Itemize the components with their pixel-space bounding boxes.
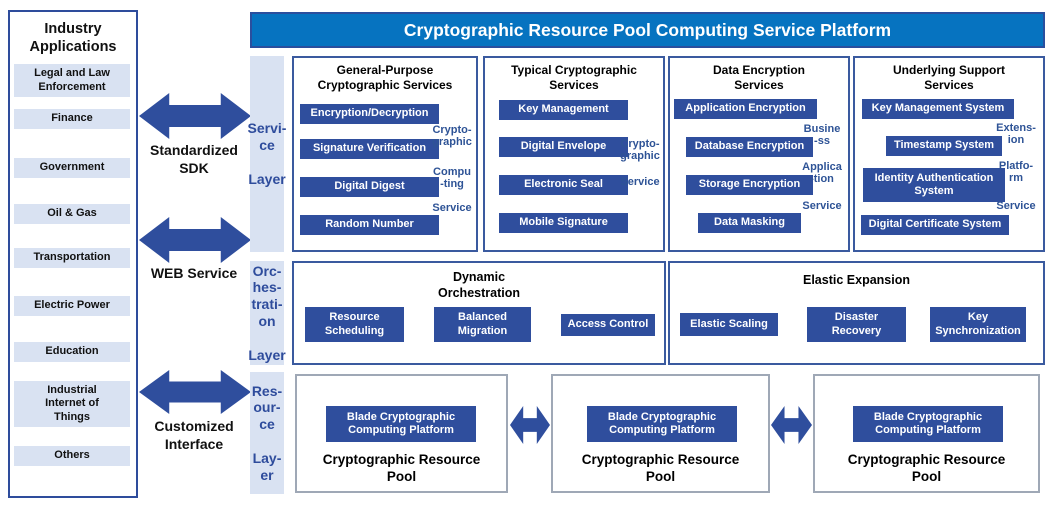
box-title: Elastic Expansion bbox=[803, 273, 910, 287]
blade-platform-button: Blade Cryptographic Computing Platform bbox=[587, 406, 737, 442]
data-encryption-services-box: Data Encryption Services Application Enc… bbox=[668, 56, 850, 252]
service-item: Storage Encryption bbox=[686, 175, 813, 195]
double-arrow-icon bbox=[139, 93, 251, 139]
service-item: Electronic Seal bbox=[499, 175, 628, 195]
industry-applications-title: Industry Applications bbox=[29, 21, 117, 56]
service-item: Database Encryption bbox=[686, 137, 813, 157]
cryptographic-resource-pool: Blade Cryptographic Computing Platform C… bbox=[295, 374, 508, 493]
industry-item-electric-power: Electric Power bbox=[14, 296, 130, 316]
underlying-support-services-box: Underlying Support Services Key Manageme… bbox=[853, 56, 1045, 252]
orchestration-item: Access Control bbox=[561, 314, 655, 336]
industry-item-others: Others bbox=[14, 446, 130, 466]
side-annotation: Platfo- rm bbox=[998, 160, 1034, 185]
industry-item-education: Education bbox=[14, 342, 130, 362]
pool-label: Cryptographic Resource Pool bbox=[581, 452, 740, 484]
typical-cryptographic-services-box: Typical Cryptographic Services Key Manag… bbox=[483, 56, 665, 252]
double-arrow-icon bbox=[771, 406, 812, 444]
orchestration-layer-label: Orc- hes- trati- on Layer bbox=[248, 261, 286, 365]
connector-label-web-service: WEB Service bbox=[150, 265, 238, 281]
industry-item-legal: Legal and Law Enforcement bbox=[14, 64, 130, 97]
double-arrow-icon bbox=[139, 217, 251, 263]
service-item: Key Management System bbox=[862, 99, 1014, 119]
cryptographic-resource-pool: Blade Cryptographic Computing Platform C… bbox=[551, 374, 770, 493]
service-item: Encryption/Decryption bbox=[300, 104, 439, 124]
service-item: Mobile Signature bbox=[499, 213, 628, 233]
service-item: Data Masking bbox=[698, 213, 801, 233]
industry-item-transportation: Transportation bbox=[14, 248, 130, 268]
industry-item-iiot: Industrial Internet of Things bbox=[14, 381, 130, 427]
service-item: Timestamp System bbox=[886, 136, 1002, 156]
side-annotation: Service bbox=[432, 202, 472, 214]
orchestration-item: Balanced Migration bbox=[434, 307, 531, 342]
side-annotation: Service bbox=[996, 200, 1036, 212]
service-item: Digital Certificate System bbox=[861, 215, 1009, 235]
orchestration-item: Elastic Scaling bbox=[680, 313, 778, 336]
pool-label: Cryptographic Resource Pool bbox=[847, 452, 1006, 484]
side-annotation: Applica -tion bbox=[802, 161, 842, 186]
orchestration-item: Resource Scheduling bbox=[305, 307, 404, 342]
industry-applications-panel: Industry Applications Legal and Law Enfo… bbox=[8, 10, 138, 498]
side-annotation: Service bbox=[802, 200, 842, 212]
box-title: General-Purpose Cryptographic Services bbox=[317, 63, 453, 92]
cryptographic-resource-pool: Blade Cryptographic Computing Platform C… bbox=[813, 374, 1040, 493]
elastic-expansion-box: Elastic Expansion Elastic Scaling Disast… bbox=[668, 261, 1045, 365]
platform-title-banner: Cryptographic Resource Pool Computing Se… bbox=[250, 12, 1045, 48]
service-item: Digital Digest bbox=[300, 177, 439, 197]
industry-item-government: Government bbox=[14, 158, 130, 178]
service-item: Key Management bbox=[499, 100, 628, 120]
pool-label: Cryptographic Resource Pool bbox=[322, 452, 481, 484]
service-item: Signature Verification bbox=[300, 139, 439, 159]
box-title: Data Encryption Services bbox=[712, 63, 805, 92]
general-purpose-services-box: General-Purpose Cryptographic Services E… bbox=[292, 56, 478, 252]
industry-item-oil-gas: Oil & Gas bbox=[14, 204, 130, 224]
double-arrow-icon bbox=[139, 370, 251, 414]
blade-platform-button: Blade Cryptographic Computing Platform bbox=[326, 406, 476, 442]
service-layer-label: Servi- ce Layer bbox=[248, 56, 286, 252]
orchestration-item: Key Synchronization bbox=[930, 307, 1026, 342]
side-annotation: Compu -ting bbox=[433, 166, 471, 191]
box-title: Dynamic Orchestration bbox=[438, 270, 520, 300]
service-item: Application Encryption bbox=[674, 99, 817, 119]
connector-label-sdk: Standardized SDK bbox=[150, 142, 238, 177]
side-annotation: Busine -ss bbox=[803, 123, 841, 148]
blade-platform-button: Blade Cryptographic Computing Platform bbox=[853, 406, 1003, 442]
side-annotation: Crypto- graphic bbox=[432, 124, 472, 149]
dynamic-orchestration-box: Dynamic Orchestration Resource Schedulin… bbox=[292, 261, 666, 365]
service-item: Digital Envelope bbox=[499, 137, 628, 157]
double-arrow-icon bbox=[510, 406, 550, 444]
service-item: Identity Authentication System bbox=[863, 168, 1005, 202]
side-annotation: Crypto- graphic bbox=[620, 138, 660, 163]
connector-label-customized-interface: Customized Interface bbox=[154, 418, 234, 453]
box-title: Underlying Support Services bbox=[893, 63, 1005, 92]
box-title: Typical Cryptographic Services bbox=[511, 63, 637, 92]
side-annotation: Extens- ion bbox=[996, 122, 1036, 147]
service-item: Random Number bbox=[300, 215, 439, 235]
resource-layer-label: Res- our- ce Lay- er bbox=[250, 372, 284, 494]
side-annotation: Service bbox=[620, 176, 660, 188]
orchestration-item: Disaster Recovery bbox=[807, 307, 906, 342]
industry-item-finance: Finance bbox=[14, 109, 130, 129]
